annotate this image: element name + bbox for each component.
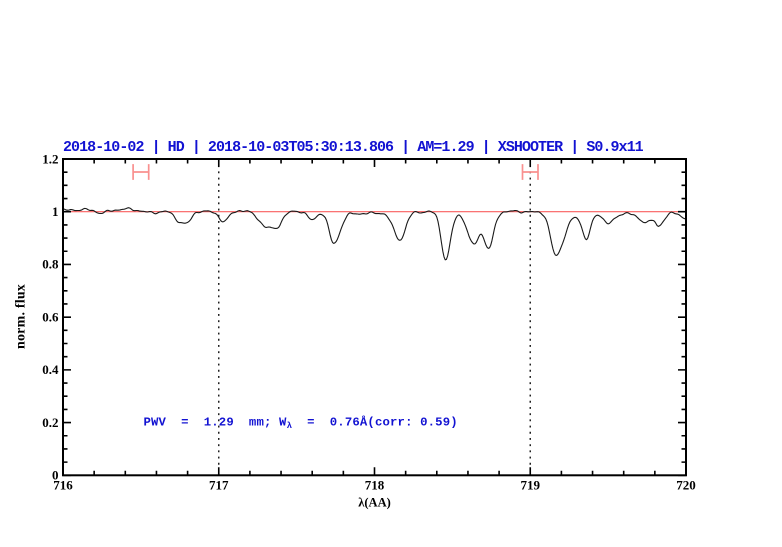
svg-text:719: 719 [520, 478, 540, 493]
svg-text:0.2: 0.2 [42, 415, 58, 430]
svg-text:718: 718 [365, 478, 385, 493]
svg-text:0.6: 0.6 [42, 309, 59, 324]
svg-text:0: 0 [52, 468, 59, 483]
svg-text:0.8: 0.8 [42, 257, 59, 272]
svg-text:PWV = 1.29 mm; Wλ = 0.76Å: PWV = 1.29 mm; Wλ = 0.76Å(corr: 0.59) [144, 415, 458, 432]
svg-text:norm. flux: norm. flux [14, 284, 29, 349]
svg-text:716: 716 [53, 478, 73, 493]
svg-text:1: 1 [52, 204, 59, 219]
svg-text:720: 720 [676, 478, 696, 493]
svg-text:2018-10-02 | HD | 2018-10-03T0: 2018-10-02 | HD | 2018-10-03T05:30:13.80… [63, 139, 644, 156]
svg-text:1.2: 1.2 [42, 151, 58, 166]
svg-text:717: 717 [209, 478, 229, 493]
svg-text:0.4: 0.4 [42, 362, 59, 377]
svg-text:λ(AA): λ(AA) [358, 496, 391, 510]
